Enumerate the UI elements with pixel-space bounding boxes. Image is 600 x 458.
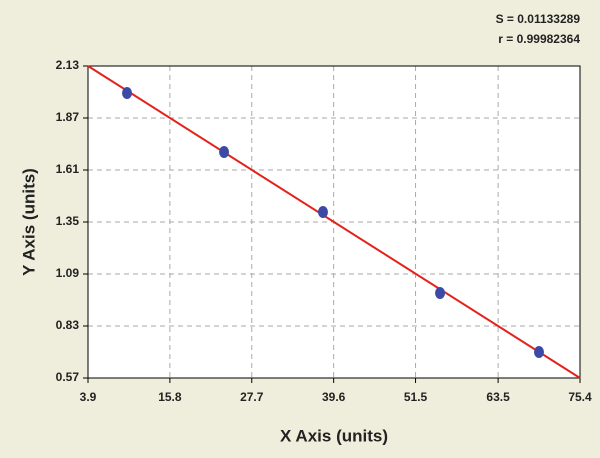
data-point: [317, 206, 328, 218]
y-tick-label: 1.09: [56, 266, 80, 280]
plot-border: [87, 65, 581, 379]
data-point: [219, 146, 230, 158]
fit-line: [87, 65, 581, 379]
annotation: S = 0.01133289: [496, 12, 581, 26]
x-tick-label: 63.5: [486, 390, 510, 404]
y-axis-title: Y Axis (units): [19, 168, 38, 276]
x-tick-label: 75.4: [568, 390, 592, 404]
y-tick-label: 2.13: [56, 58, 80, 72]
data-point: [435, 287, 446, 299]
x-tick-label: 3.9: [80, 390, 97, 404]
y-tick-label: 1.35: [56, 214, 80, 228]
x-tick-label: 15.8: [158, 390, 182, 404]
x-tick-label: 51.5: [404, 390, 428, 404]
data-point: [533, 346, 544, 358]
y-tick-label: 0.57: [56, 370, 80, 384]
x-axis-title: X Axis (units): [280, 426, 388, 445]
y-tick-label: 0.83: [56, 318, 80, 332]
y-tick-label: 1.61: [56, 162, 80, 176]
x-tick-label: 39.6: [322, 390, 346, 404]
x-tick-label: 27.7: [240, 390, 264, 404]
annotation: r = 0.99982364: [498, 32, 580, 46]
y-tick-label: 1.87: [56, 110, 80, 124]
data-point: [122, 87, 133, 99]
